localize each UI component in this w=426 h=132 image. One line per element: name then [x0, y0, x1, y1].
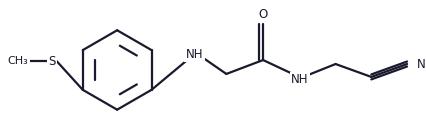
Text: NH: NH	[291, 73, 308, 86]
Text: O: O	[259, 8, 268, 21]
Text: N: N	[417, 58, 426, 70]
Text: CH₃: CH₃	[8, 56, 28, 66]
Text: NH: NH	[186, 48, 203, 61]
Text: S: S	[48, 55, 55, 68]
